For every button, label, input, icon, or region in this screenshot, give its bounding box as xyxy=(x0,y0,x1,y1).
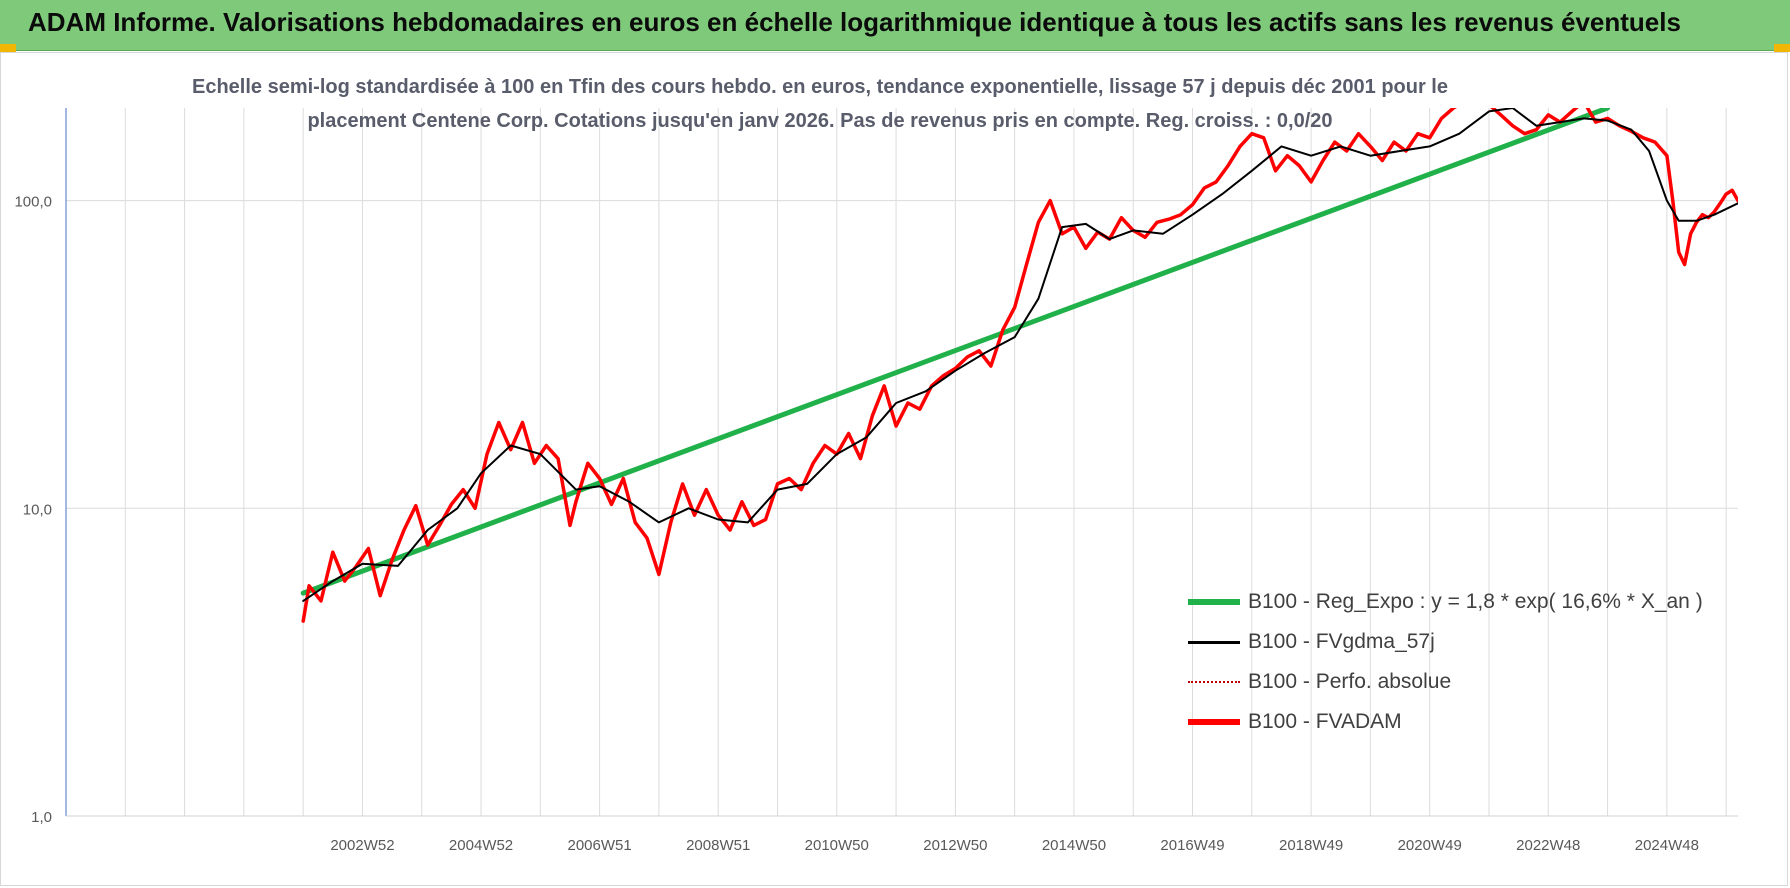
legend-item-perfo: B100 - Perfo. absolue xyxy=(1188,666,1451,698)
x-tick-label: 2024W48 xyxy=(1635,837,1699,854)
chart-frame xyxy=(0,52,1788,886)
legend-item-fvadam: B100 - FVADAM xyxy=(1188,706,1402,738)
legend-swatch-smoothed xyxy=(1188,640,1240,644)
legend-swatch-fvadam xyxy=(1188,719,1240,725)
x-tick-label: 2002W52 xyxy=(330,837,394,854)
legend-item-smoothed: B100 - FVgdma_57j xyxy=(1188,626,1435,658)
axes xyxy=(65,108,1738,817)
x-tick-label: 2008W51 xyxy=(686,837,750,854)
x-tick-label: 2018W49 xyxy=(1279,837,1343,854)
legend-label-perfo: B100 - Perfo. absolue xyxy=(1248,670,1452,693)
legend-swatch-regression xyxy=(1188,599,1240,605)
x-tick-label: 2010W50 xyxy=(805,837,869,854)
y-tick-label: 10,0 xyxy=(23,501,52,518)
x-tick-label: 2006W51 xyxy=(568,837,632,854)
chart-subtitle-line-2: placement Centene Corp. Cotations jusqu'… xyxy=(307,110,1333,132)
corner-marker-right xyxy=(1774,44,1790,52)
x-tick-label: 2004W52 xyxy=(449,837,513,854)
grid-lines xyxy=(65,108,1738,817)
series-line-smoothed xyxy=(302,108,1738,602)
chart-subtitle-line-1: Echelle semi-log standardisée à 100 en T… xyxy=(192,76,1448,98)
header-banner: ADAM Informe. Valorisations hebdomadaire… xyxy=(0,0,1790,51)
x-tick-label: 2020W49 xyxy=(1398,837,1462,854)
page-title: ADAM Informe. Valorisations hebdomadaire… xyxy=(28,7,1681,37)
x-tick-label: 2012W50 xyxy=(923,837,987,854)
tick-labels: 1,0 10,0 100,0 2002W52 2004W52 2006W51 2008W51… xyxy=(14,194,1699,854)
series-lines xyxy=(300,108,1738,623)
legend-label-regression: B100 - Reg_Expo : y = 1,8 * exp( 16,6% *… xyxy=(1248,590,1703,613)
legend-item-regression: B100 - Reg_Expo : y = 1,8 * exp( 16,6% *… xyxy=(1188,586,1703,618)
y-tick-label: 100,0 xyxy=(14,194,52,211)
x-tick-label: 2014W50 xyxy=(1042,837,1106,854)
x-tick-label: 2022W48 xyxy=(1516,837,1580,854)
legend-label-smoothed: B100 - FVgdma_57j xyxy=(1248,630,1435,653)
legend-swatch-perfo xyxy=(1188,681,1240,683)
x-tick-label: 2016W49 xyxy=(1160,837,1224,854)
series-line-fvadam xyxy=(301,108,1738,623)
y-tick-label: 1,0 xyxy=(31,809,52,826)
legend-label-fvadam: B100 - FVADAM xyxy=(1248,710,1402,733)
corner-marker-left xyxy=(0,44,16,52)
series-line-regression xyxy=(300,108,1611,596)
